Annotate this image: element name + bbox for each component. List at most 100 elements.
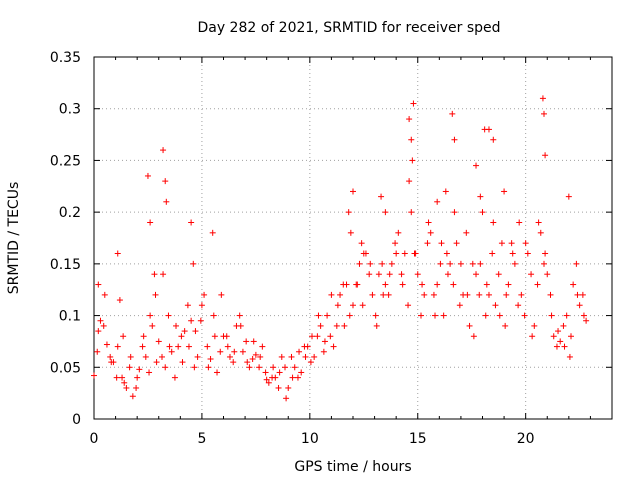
data-point (97, 317, 104, 324)
data-point (450, 281, 457, 288)
data-point (440, 312, 447, 319)
data-point (379, 260, 386, 267)
data-point (372, 312, 379, 319)
data-point (184, 302, 191, 309)
data-point (282, 364, 289, 371)
data-point (252, 351, 259, 358)
data-point (410, 100, 417, 107)
data-point (437, 260, 444, 267)
data-point (508, 240, 515, 247)
data-point (557, 338, 564, 345)
data-point (133, 384, 140, 391)
data-point (175, 343, 182, 350)
data-point (470, 333, 477, 340)
data-point (380, 291, 387, 298)
x-tick-label: 15 (409, 431, 427, 447)
data-point (188, 317, 195, 324)
data-point (570, 281, 577, 288)
data-point (417, 312, 424, 319)
data-point (321, 338, 328, 345)
data-point (250, 338, 257, 345)
data-point (188, 219, 195, 226)
data-point (574, 291, 581, 298)
data-point (113, 374, 120, 381)
data-point (308, 333, 315, 340)
y-axis-label: SRMTID / TECUs (6, 182, 22, 295)
data-point (561, 343, 568, 350)
data-point (382, 281, 389, 288)
data-point (226, 353, 233, 360)
data-point (457, 260, 464, 267)
data-point (210, 312, 217, 319)
data-point (114, 343, 121, 350)
data-point (149, 322, 156, 329)
data-point (152, 291, 159, 298)
x-tick-label: 10 (301, 431, 319, 447)
data-point (151, 271, 158, 278)
data-point (409, 157, 416, 164)
data-point (516, 219, 523, 226)
data-point (541, 110, 548, 117)
data-point (160, 147, 167, 154)
data-point (401, 250, 408, 257)
data-point (477, 193, 484, 200)
data-point (509, 250, 516, 257)
data-point (367, 260, 374, 267)
data-point (265, 379, 272, 386)
data-point (473, 271, 480, 278)
data-point (438, 240, 445, 247)
data-point (207, 356, 214, 363)
data-point (563, 312, 570, 319)
data-point (412, 250, 419, 257)
data-point (249, 356, 256, 363)
y-tick-label: 0.15 (50, 257, 81, 273)
data-point (239, 348, 246, 355)
data-point (283, 395, 290, 402)
data-point (565, 193, 572, 200)
x-axis-label: GPS time / hours (294, 459, 411, 475)
chart-title: Day 282 of 2021, SRMTID for receiver spe… (197, 20, 500, 36)
data-point (359, 302, 366, 309)
data-point (296, 348, 303, 355)
y-tick-label: 0.3 (59, 102, 81, 118)
data-point (356, 260, 363, 267)
data-point (539, 95, 546, 102)
data-point (482, 312, 489, 319)
data-point (262, 369, 269, 376)
data-point (120, 333, 127, 340)
data-point (550, 333, 557, 340)
data-point (373, 322, 380, 329)
data-point (378, 193, 385, 200)
data-point (204, 343, 211, 350)
data-point (146, 369, 153, 376)
data-point (560, 322, 567, 329)
data-point (103, 341, 110, 348)
data-point (522, 240, 529, 247)
data-point (302, 353, 309, 360)
data-point (121, 379, 128, 386)
data-point (205, 364, 212, 371)
y-tick-label: 0 (72, 412, 81, 428)
data-point (214, 369, 221, 376)
data-point (456, 302, 463, 309)
data-point (257, 353, 264, 360)
data-point (147, 219, 154, 226)
data-point (139, 343, 146, 350)
data-point (567, 333, 574, 340)
data-point (165, 312, 172, 319)
data-point (144, 172, 151, 179)
data-point (490, 136, 497, 143)
data-point (327, 333, 334, 340)
data-point (259, 343, 266, 350)
plot-frame (93, 56, 613, 420)
data-point (311, 353, 318, 360)
data-point (479, 209, 486, 216)
data-point (142, 353, 149, 360)
data-point (490, 219, 497, 226)
data-point (340, 281, 347, 288)
data-point (181, 328, 188, 335)
data-point (256, 364, 263, 371)
data-point (162, 364, 169, 371)
data-point (451, 136, 458, 143)
